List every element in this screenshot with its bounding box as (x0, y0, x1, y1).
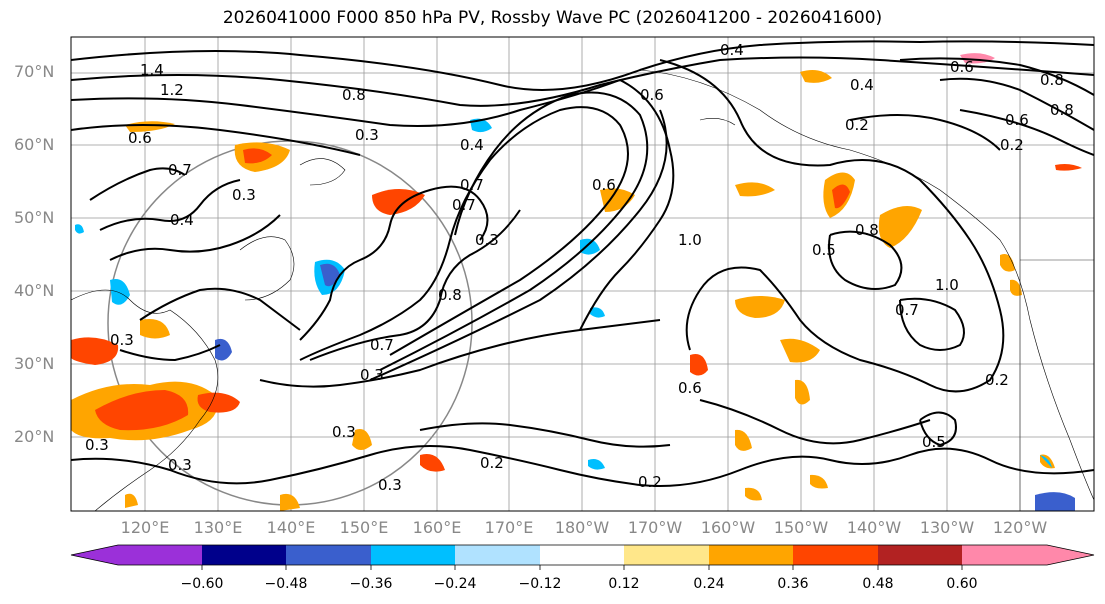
contour-label: 0.3 (168, 456, 192, 474)
contour-label: 0.2 (638, 473, 662, 491)
lon-label: 170°W (627, 518, 683, 537)
contour-label: 0.4 (720, 41, 744, 59)
contour-label: 0.2 (480, 454, 504, 472)
contour-label: 0.8 (438, 286, 462, 304)
contour-label: 0.2 (845, 116, 869, 134)
colorbar-seg-2 (202, 545, 286, 565)
colorbar-tick-label: 0.48 (862, 576, 894, 592)
colorbar-seg-6 (540, 545, 624, 565)
lon-label: 120°W (992, 518, 1048, 537)
contour-label: 0.3 (110, 331, 134, 349)
lon-label: 140°W (846, 518, 902, 537)
lat-label: 30°N (14, 354, 55, 373)
colorbar-seg-11 (962, 545, 1047, 565)
colorbar-tick-label: −0.60 (180, 576, 224, 592)
contour-label: 0.7 (168, 161, 192, 179)
colorbar-outline (70, 544, 1095, 566)
contour-label: 0.6 (592, 176, 616, 194)
lon-label: 160°E (412, 518, 462, 537)
contour-labels: 1.4 1.2 0.6 0.7 0.4 0.3 0.8 0.3 0.7 0.4 … (85, 41, 1074, 494)
lon-label: 150°E (339, 518, 389, 537)
colorbar (70, 544, 1095, 570)
colorbar-seg-7 (624, 545, 709, 565)
lon-label: 150°W (773, 518, 829, 537)
colorbar-tick-label: −0.48 (264, 576, 308, 592)
contour-label: 1.0 (678, 231, 702, 249)
colorbar-tick-label: 0.60 (946, 576, 978, 592)
contour-label: 0.7 (370, 336, 394, 354)
colorbar-tick-label: 0.12 (608, 576, 640, 592)
lon-label: 130°E (193, 518, 243, 537)
pv-contours (71, 40, 1094, 487)
colorbar-tick-label: 0.36 (777, 576, 809, 592)
colorbar-extend-high (1047, 545, 1094, 565)
colorbar-seg-4 (371, 545, 455, 565)
lat-label: 50°N (14, 208, 55, 227)
contour-label: 0.3 (85, 436, 109, 454)
contour-label: 0.8 (855, 221, 879, 239)
colorbar-seg-3 (286, 545, 371, 565)
contour-label: 0.8 (1040, 71, 1064, 89)
contour-label: 1.4 (140, 61, 164, 79)
colorbar-tick-label: −0.12 (518, 576, 562, 592)
contour-label: 0.7 (460, 176, 484, 194)
contour-label: 0.6 (950, 58, 974, 76)
lon-label: 170°E (484, 518, 534, 537)
contour-label: 0.3 (232, 186, 256, 204)
colorbar-seg-1 (118, 545, 202, 565)
colorbar-tick-label: 0.24 (693, 576, 725, 592)
contour-label: 0.5 (812, 241, 836, 259)
contour-label: 0.5 (922, 433, 946, 451)
contour-label: 0.3 (332, 423, 356, 441)
contour-label: 0.6 (678, 379, 702, 397)
contour-label: 0.4 (170, 211, 194, 229)
coastlines (71, 69, 1094, 511)
lon-label: 160°W (700, 518, 756, 537)
contour-label: 0.7 (895, 301, 919, 319)
contour-label: 0.6 (1005, 111, 1029, 129)
pv-shading (71, 53, 1082, 511)
colorbar-seg-10 (878, 545, 962, 565)
contour-label: 0.6 (128, 129, 152, 147)
colorbar-tick-label: −0.24 (433, 576, 477, 592)
gridlines (71, 37, 1094, 511)
contour-label: 0.3 (378, 476, 402, 494)
lat-label: 70°N (14, 62, 55, 81)
contour-label: 0.3 (475, 231, 499, 249)
colorbar-seg-9 (793, 545, 878, 565)
contour-label: 1.0 (935, 276, 959, 294)
lon-label: 140°E (266, 518, 316, 537)
lon-label: 130°W (919, 518, 975, 537)
colorbar-extend-low (71, 545, 118, 565)
colorbar-seg-8 (709, 545, 793, 565)
contour-label: 0.2 (1000, 136, 1024, 154)
lon-label: 180°W (554, 518, 610, 537)
colorbar-tick-label: −0.36 (349, 576, 393, 592)
contour-label: 0.8 (342, 86, 366, 104)
map-frame (70, 36, 1095, 512)
contour-label: 0.6 (640, 86, 664, 104)
colorbar-seg-5 (455, 545, 540, 565)
contour-label: 0.4 (850, 76, 874, 94)
contour-label: 0.3 (360, 366, 384, 384)
contour-label: 0.8 (1050, 101, 1074, 119)
lat-label: 60°N (14, 135, 55, 154)
lon-label: 120°E (120, 518, 170, 537)
contour-label: 0.7 (452, 196, 476, 214)
contour-label: 1.2 (160, 81, 184, 99)
contour-label: 0.2 (985, 371, 1009, 389)
lat-label: 20°N (14, 427, 55, 446)
chart-title: 2026041000 F000 850 hPa PV, Rossby Wave … (222, 8, 883, 28)
lat-label: 40°N (14, 281, 55, 300)
contour-label: 0.4 (460, 136, 484, 154)
contour-label: 0.3 (355, 126, 379, 144)
